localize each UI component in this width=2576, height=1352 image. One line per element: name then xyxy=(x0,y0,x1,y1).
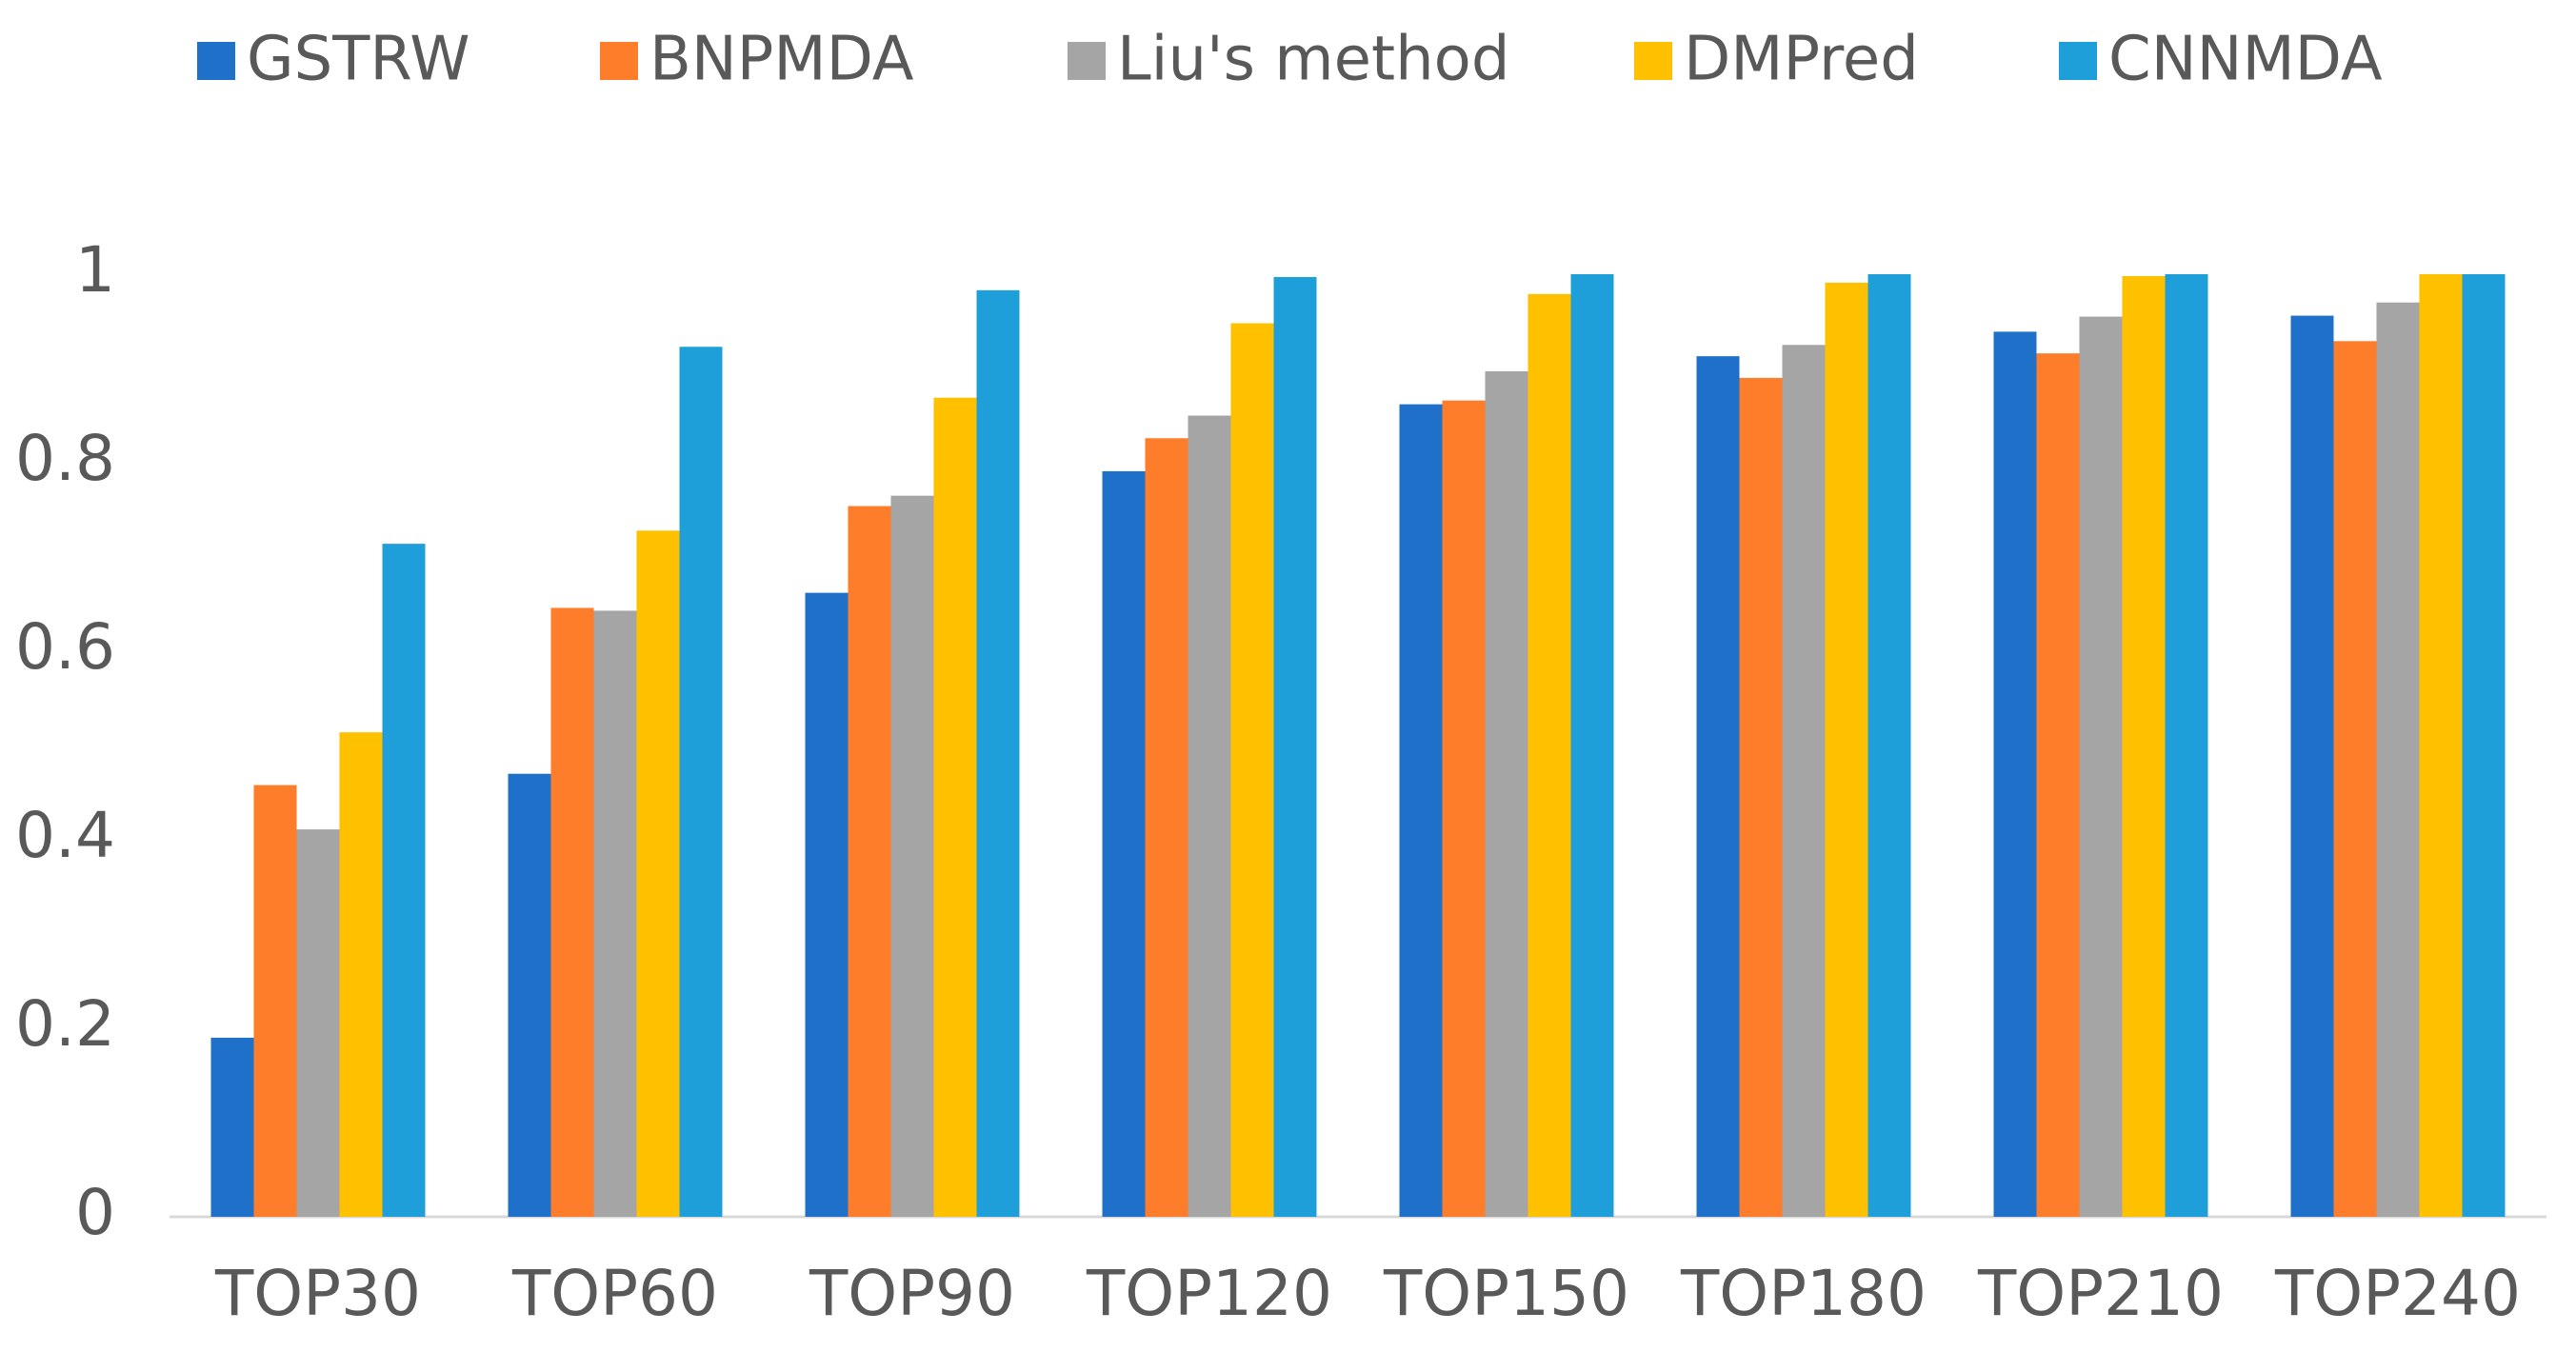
bar xyxy=(636,530,680,1217)
legend-swatch xyxy=(2059,42,2097,80)
y-tick-label: 0.6 xyxy=(15,610,115,684)
bar xyxy=(1696,356,1740,1217)
bar xyxy=(933,397,977,1217)
bar xyxy=(2333,341,2377,1217)
y-tick-label: 0.8 xyxy=(15,422,115,495)
x-tick-label: TOP90 xyxy=(809,1257,1015,1330)
bar xyxy=(1993,331,2037,1217)
x-tick-label: TOP120 xyxy=(1086,1257,1332,1330)
legend-label: BNPMDA xyxy=(649,25,914,95)
bar xyxy=(508,773,551,1217)
bar xyxy=(2419,274,2463,1217)
bar xyxy=(2122,275,2166,1218)
legend-swatch xyxy=(197,42,235,80)
y-tick-label: 1 xyxy=(75,233,115,307)
bar xyxy=(1145,438,1188,1217)
bar xyxy=(1442,400,1486,1217)
legend-label: CNNMDA xyxy=(2108,25,2383,95)
bar xyxy=(1485,370,1528,1218)
bar xyxy=(1399,404,1443,1217)
bar xyxy=(679,347,723,1218)
bar xyxy=(1528,293,1571,1217)
x-tick-label: TOP210 xyxy=(1977,1257,2224,1330)
legend-label: Liu's method xyxy=(1117,25,1509,95)
bar xyxy=(296,829,340,1217)
x-tick-label: TOP240 xyxy=(2274,1257,2521,1330)
legend-swatch xyxy=(1068,42,1106,80)
bar xyxy=(2376,302,2420,1217)
legend-label: GSTRW xyxy=(247,25,469,95)
x-tick-label: TOP180 xyxy=(1680,1257,1927,1330)
bar xyxy=(2290,315,2334,1217)
bar xyxy=(1188,415,1231,1217)
bar xyxy=(1230,323,1274,1218)
bar xyxy=(1782,345,1826,1217)
x-tick-label: TOP60 xyxy=(511,1257,718,1330)
bar xyxy=(1867,274,1911,1217)
legend-swatch xyxy=(1634,42,1672,80)
bar xyxy=(1102,470,1146,1217)
y-tick-label: 0 xyxy=(75,1176,115,1249)
bar xyxy=(593,610,637,1217)
bar xyxy=(382,544,426,1217)
bar xyxy=(2079,316,2123,1217)
bar xyxy=(890,495,934,1217)
bar xyxy=(2165,274,2208,1217)
bar xyxy=(848,506,891,1217)
legend-label: DMPred xyxy=(1684,25,1919,95)
legend-swatch xyxy=(600,42,638,80)
bar xyxy=(1739,377,1783,1217)
bar xyxy=(1570,274,1614,1217)
bar xyxy=(550,607,594,1217)
bar xyxy=(1825,282,1868,1217)
bar xyxy=(1273,276,1317,1218)
bar xyxy=(805,592,849,1217)
y-tick-label: 0.4 xyxy=(15,799,115,872)
bar xyxy=(210,1037,254,1217)
bar xyxy=(339,732,383,1217)
bar xyxy=(976,289,1020,1218)
bar xyxy=(2036,353,2080,1217)
x-tick-label: TOP30 xyxy=(214,1257,421,1330)
bar xyxy=(2462,274,2506,1217)
bar xyxy=(253,785,297,1217)
x-tick-label: TOP150 xyxy=(1383,1257,1629,1330)
y-tick-label: 0.2 xyxy=(15,987,115,1061)
